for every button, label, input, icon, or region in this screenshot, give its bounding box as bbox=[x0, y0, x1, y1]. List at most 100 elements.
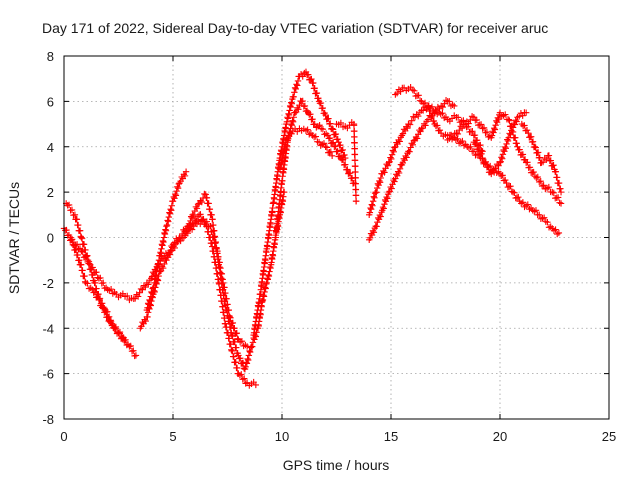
data-point-interp bbox=[556, 199, 563, 206]
data-point-interp bbox=[290, 93, 297, 101]
x-axis-label: GPS time / hours bbox=[283, 457, 390, 473]
data-point-interp bbox=[432, 106, 439, 113]
data-point-interp bbox=[495, 115, 502, 123]
data-point-interp bbox=[430, 117, 438, 125]
data-point-interp bbox=[488, 132, 496, 139]
data-point-interp bbox=[205, 200, 212, 207]
data-point bbox=[291, 109, 299, 116]
data-point-interp bbox=[375, 181, 382, 189]
data-point-interp bbox=[540, 214, 548, 221]
data-point-interp bbox=[199, 215, 207, 223]
data-point-interp bbox=[337, 119, 345, 127]
data-point-interp bbox=[185, 220, 193, 227]
data-point-interp bbox=[124, 292, 131, 300]
data-point-interp bbox=[193, 217, 200, 224]
data-point-interp bbox=[390, 148, 397, 156]
data-point-interp bbox=[501, 143, 509, 151]
data-point-interp bbox=[550, 162, 557, 169]
data-point-interp bbox=[482, 129, 489, 136]
data-point-interp bbox=[237, 355, 244, 362]
data-point-interp bbox=[478, 150, 485, 158]
data-point-interp bbox=[242, 380, 249, 387]
data-point bbox=[71, 211, 79, 219]
data-point-interp bbox=[327, 120, 334, 127]
data-point bbox=[76, 256, 83, 264]
data-point-interp bbox=[494, 114, 502, 122]
data-point-interp bbox=[413, 135, 421, 142]
data-point-interp bbox=[436, 126, 444, 134]
data-point-interp bbox=[211, 253, 218, 260]
data-point-interp bbox=[294, 82, 301, 89]
y-tick-label: 2 bbox=[47, 185, 54, 200]
data-point-interp bbox=[226, 318, 233, 325]
data-point-interp bbox=[381, 201, 388, 208]
data-point-interp bbox=[164, 217, 171, 224]
data-point-interp bbox=[371, 194, 378, 201]
data-point bbox=[451, 102, 458, 110]
data-point-interp bbox=[79, 248, 86, 256]
data-point-interp bbox=[171, 239, 178, 246]
data-point-interp bbox=[85, 258, 93, 265]
data-point-interp bbox=[526, 164, 534, 171]
data-point bbox=[182, 168, 190, 175]
data-point-interp bbox=[477, 141, 484, 149]
data-point-interp bbox=[165, 213, 173, 221]
data-point-interp bbox=[244, 355, 251, 363]
data-point bbox=[235, 370, 242, 377]
data-point bbox=[228, 331, 236, 339]
data-point-interp bbox=[203, 194, 211, 201]
data-point-interp bbox=[167, 205, 174, 213]
data-point-interp bbox=[350, 122, 358, 129]
data-point-interp bbox=[78, 235, 86, 242]
data-point-interp bbox=[142, 317, 149, 325]
data-point-interp bbox=[211, 233, 219, 240]
data-point-interp bbox=[161, 260, 168, 268]
data-point-interp bbox=[408, 117, 415, 124]
x-tick-label: 15 bbox=[384, 429, 398, 444]
data-point bbox=[385, 188, 393, 196]
data-point-interp bbox=[501, 148, 508, 155]
data-point-interp bbox=[205, 228, 212, 236]
data-point-interp bbox=[527, 133, 535, 140]
data-point-interp bbox=[168, 202, 176, 209]
data-point-interp bbox=[198, 198, 205, 206]
data-point-interp bbox=[146, 297, 154, 305]
data-point-interp bbox=[388, 185, 395, 192]
data-point-interp bbox=[379, 203, 387, 211]
data-point-interp bbox=[304, 71, 312, 78]
data-point-interp bbox=[530, 168, 537, 176]
data-point bbox=[505, 116, 512, 123]
data-point-interp bbox=[373, 223, 380, 230]
data-point-interp bbox=[214, 255, 222, 263]
y-tick-label: 0 bbox=[47, 231, 54, 246]
data-point bbox=[108, 320, 116, 327]
data-point-interp bbox=[454, 114, 462, 121]
data-point-interp bbox=[173, 187, 180, 195]
data-point-interp bbox=[294, 77, 302, 85]
data-point-interp bbox=[472, 140, 480, 148]
data-point-interp bbox=[539, 158, 547, 166]
data-point-interp bbox=[136, 289, 143, 296]
data-point-interp bbox=[454, 130, 462, 138]
data-point-interp bbox=[543, 156, 550, 163]
data-point-interp bbox=[220, 292, 228, 299]
data-point-interp bbox=[382, 198, 390, 205]
data-point-interp bbox=[368, 201, 376, 208]
data-point bbox=[470, 148, 478, 155]
data-point-interp bbox=[233, 364, 241, 372]
data-point-interp bbox=[166, 251, 173, 258]
data-point-interp bbox=[284, 137, 291, 144]
data-point-interp bbox=[291, 89, 298, 96]
data-point-interp bbox=[177, 234, 185, 242]
data-point-interp bbox=[352, 174, 359, 182]
data-point-interp bbox=[371, 190, 379, 197]
data-point-interp bbox=[242, 363, 249, 371]
data-point bbox=[555, 229, 563, 237]
data-point-interp bbox=[309, 115, 316, 123]
data-point bbox=[252, 381, 260, 389]
data-point bbox=[496, 109, 504, 116]
data-point-interp bbox=[233, 344, 240, 351]
data-point-interp bbox=[499, 172, 506, 179]
data-point-interp bbox=[72, 246, 80, 253]
